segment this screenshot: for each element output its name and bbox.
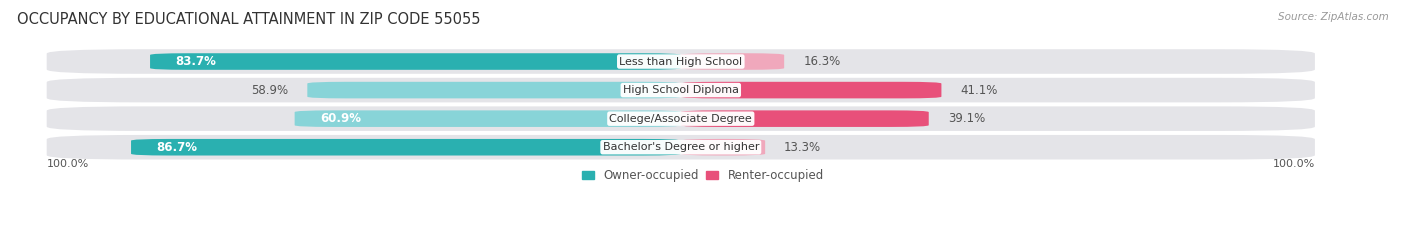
Text: 13.3%: 13.3% <box>785 141 821 154</box>
FancyBboxPatch shape <box>681 110 929 127</box>
Text: 86.7%: 86.7% <box>156 141 197 154</box>
Text: Source: ZipAtlas.com: Source: ZipAtlas.com <box>1278 12 1389 22</box>
Text: Bachelor's Degree or higher: Bachelor's Degree or higher <box>603 142 759 152</box>
FancyBboxPatch shape <box>46 78 1315 102</box>
FancyBboxPatch shape <box>46 135 1315 160</box>
FancyBboxPatch shape <box>46 49 1315 74</box>
FancyBboxPatch shape <box>681 53 785 70</box>
Text: 83.7%: 83.7% <box>176 55 217 68</box>
Text: OCCUPANCY BY EDUCATIONAL ATTAINMENT IN ZIP CODE 55055: OCCUPANCY BY EDUCATIONAL ATTAINMENT IN Z… <box>17 12 481 27</box>
Text: 100.0%: 100.0% <box>46 159 89 169</box>
FancyBboxPatch shape <box>681 82 942 98</box>
Text: 60.9%: 60.9% <box>321 112 361 125</box>
FancyBboxPatch shape <box>46 106 1315 131</box>
Text: 100.0%: 100.0% <box>1272 159 1315 169</box>
FancyBboxPatch shape <box>150 53 681 70</box>
Text: 58.9%: 58.9% <box>252 84 288 97</box>
Legend: Owner-occupied, Renter-occupied: Owner-occupied, Renter-occupied <box>578 164 828 187</box>
Text: 39.1%: 39.1% <box>948 112 986 125</box>
Text: College/Associate Degree: College/Associate Degree <box>609 114 752 124</box>
Text: 16.3%: 16.3% <box>803 55 841 68</box>
FancyBboxPatch shape <box>308 82 681 98</box>
FancyBboxPatch shape <box>131 139 681 155</box>
FancyBboxPatch shape <box>295 110 681 127</box>
Text: Less than High School: Less than High School <box>619 57 742 67</box>
Text: 41.1%: 41.1% <box>960 84 998 97</box>
FancyBboxPatch shape <box>681 139 765 155</box>
Text: High School Diploma: High School Diploma <box>623 85 738 95</box>
